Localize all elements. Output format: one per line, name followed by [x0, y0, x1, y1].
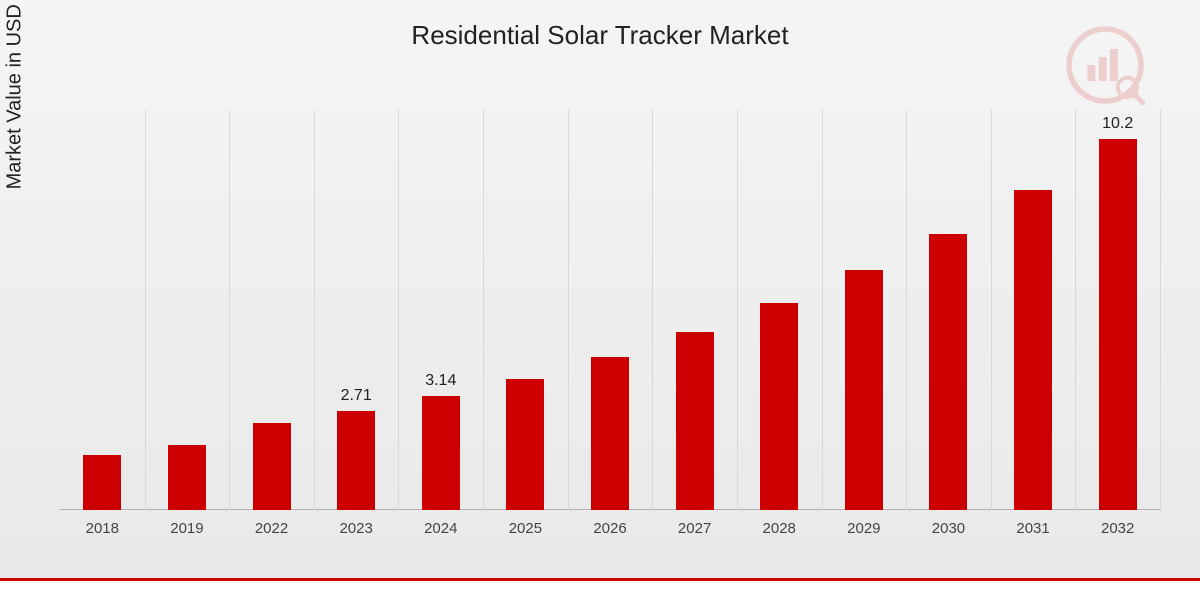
- x-tick-label: 2027: [678, 520, 711, 537]
- bar-value-label: 10.2: [1102, 115, 1133, 133]
- gridline: [1160, 110, 1161, 510]
- x-axis-labels: 2018 2019 2022 2023 2024 2025 2026 2027 2028 2029…: [60, 515, 1160, 540]
- x-tick-label: 2024: [424, 520, 457, 537]
- bar: [760, 303, 798, 510]
- bar: [676, 332, 714, 510]
- bar: [83, 455, 121, 510]
- gridline: [737, 110, 738, 510]
- y-axis-label: Market Value in USD Billion: [4, 0, 27, 189]
- chart-area: 2.71 3.14 10.2 2018 2019 2022 2023 2024 2025 202…: [60, 110, 1160, 540]
- gridline: [229, 110, 230, 510]
- gridline: [398, 110, 399, 510]
- bar: [506, 379, 544, 510]
- x-tick-label: 2031: [1016, 520, 1049, 537]
- chart-title: Residential Solar Tracker Market: [0, 20, 1200, 51]
- x-tick-label: 2018: [86, 520, 119, 537]
- gridline: [822, 110, 823, 510]
- bar-value-label: 2.71: [341, 387, 372, 405]
- gridline: [906, 110, 907, 510]
- chart-container: Residential Solar Tracker Market Market …: [0, 0, 1200, 600]
- plot-region: 2.71 3.14 10.2: [60, 110, 1160, 510]
- gridline: [991, 110, 992, 510]
- x-tick-label: 2030: [932, 520, 965, 537]
- bar: [422, 396, 460, 510]
- bar: [337, 411, 375, 510]
- x-tick-label: 2022: [255, 520, 288, 537]
- bar: [591, 357, 629, 510]
- gridline: [483, 110, 484, 510]
- bar: [929, 234, 967, 510]
- x-tick-label: 2029: [847, 520, 880, 537]
- x-tick-label: 2032: [1101, 520, 1134, 537]
- watermark-logo-icon: [1065, 25, 1145, 105]
- x-tick-label: 2023: [339, 520, 372, 537]
- bar: [1099, 139, 1137, 510]
- gridline: [314, 110, 315, 510]
- x-tick-label: 2019: [170, 520, 203, 537]
- x-tick-label: 2028: [763, 520, 796, 537]
- gridline: [568, 110, 569, 510]
- gridline: [145, 110, 146, 510]
- gridline: [652, 110, 653, 510]
- x-tick-label: 2025: [509, 520, 542, 537]
- bar: [253, 423, 291, 510]
- bar: [168, 445, 206, 510]
- bar: [845, 270, 883, 510]
- x-tick-label: 2026: [593, 520, 626, 537]
- bar-value-label: 3.14: [425, 372, 456, 390]
- footer-strip: [0, 578, 1200, 600]
- bar: [1014, 190, 1052, 510]
- gridline: [1075, 110, 1076, 510]
